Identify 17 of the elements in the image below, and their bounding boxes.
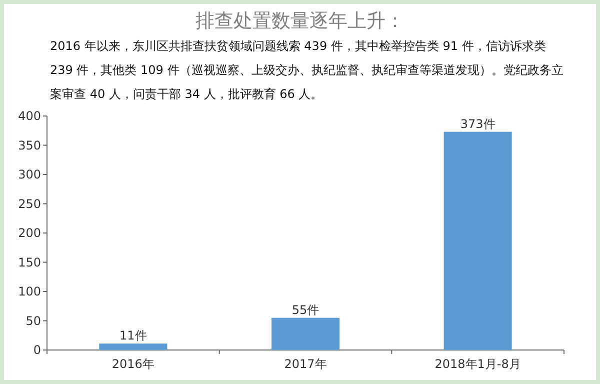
data-label: 373件 [460, 116, 496, 131]
x-tick-label: 2017年 [284, 357, 327, 371]
y-tick-label: 350 [18, 138, 41, 152]
chart-subtitle: 2016 年以来，东川区共排查扶贫领域问题线索 439 件，其中检举控告类 91 件，信访诉求类 239 件，其他类 109 件（巡视巡察、上级交办、执纪监督、执纪审查等渠道发现）。党纪政务立案审查 40 人，问责干部 34 人，批评教育 66 人。 [50, 38, 564, 103]
y-tick-label: 250 [18, 196, 41, 211]
y-tick-label: 0 [33, 343, 41, 357]
y-tick-label: 100 [18, 284, 41, 298]
data-label: 11件 [120, 328, 147, 343]
y-tick-label: 150 [18, 255, 41, 270]
data-label: 55件 [292, 302, 320, 317]
x-tick-label: 2018年1月-8月 [434, 357, 521, 371]
y-tick-label: 300 [18, 168, 41, 182]
y-tick-label: 400 [18, 109, 41, 123]
y-tick-label: 50 [26, 314, 41, 328]
chart-title: 排查处置数量逐年上升： [194, 9, 406, 34]
y-tick-label: 200 [18, 226, 41, 240]
x-tick-label: 2016年 [112, 357, 154, 371]
